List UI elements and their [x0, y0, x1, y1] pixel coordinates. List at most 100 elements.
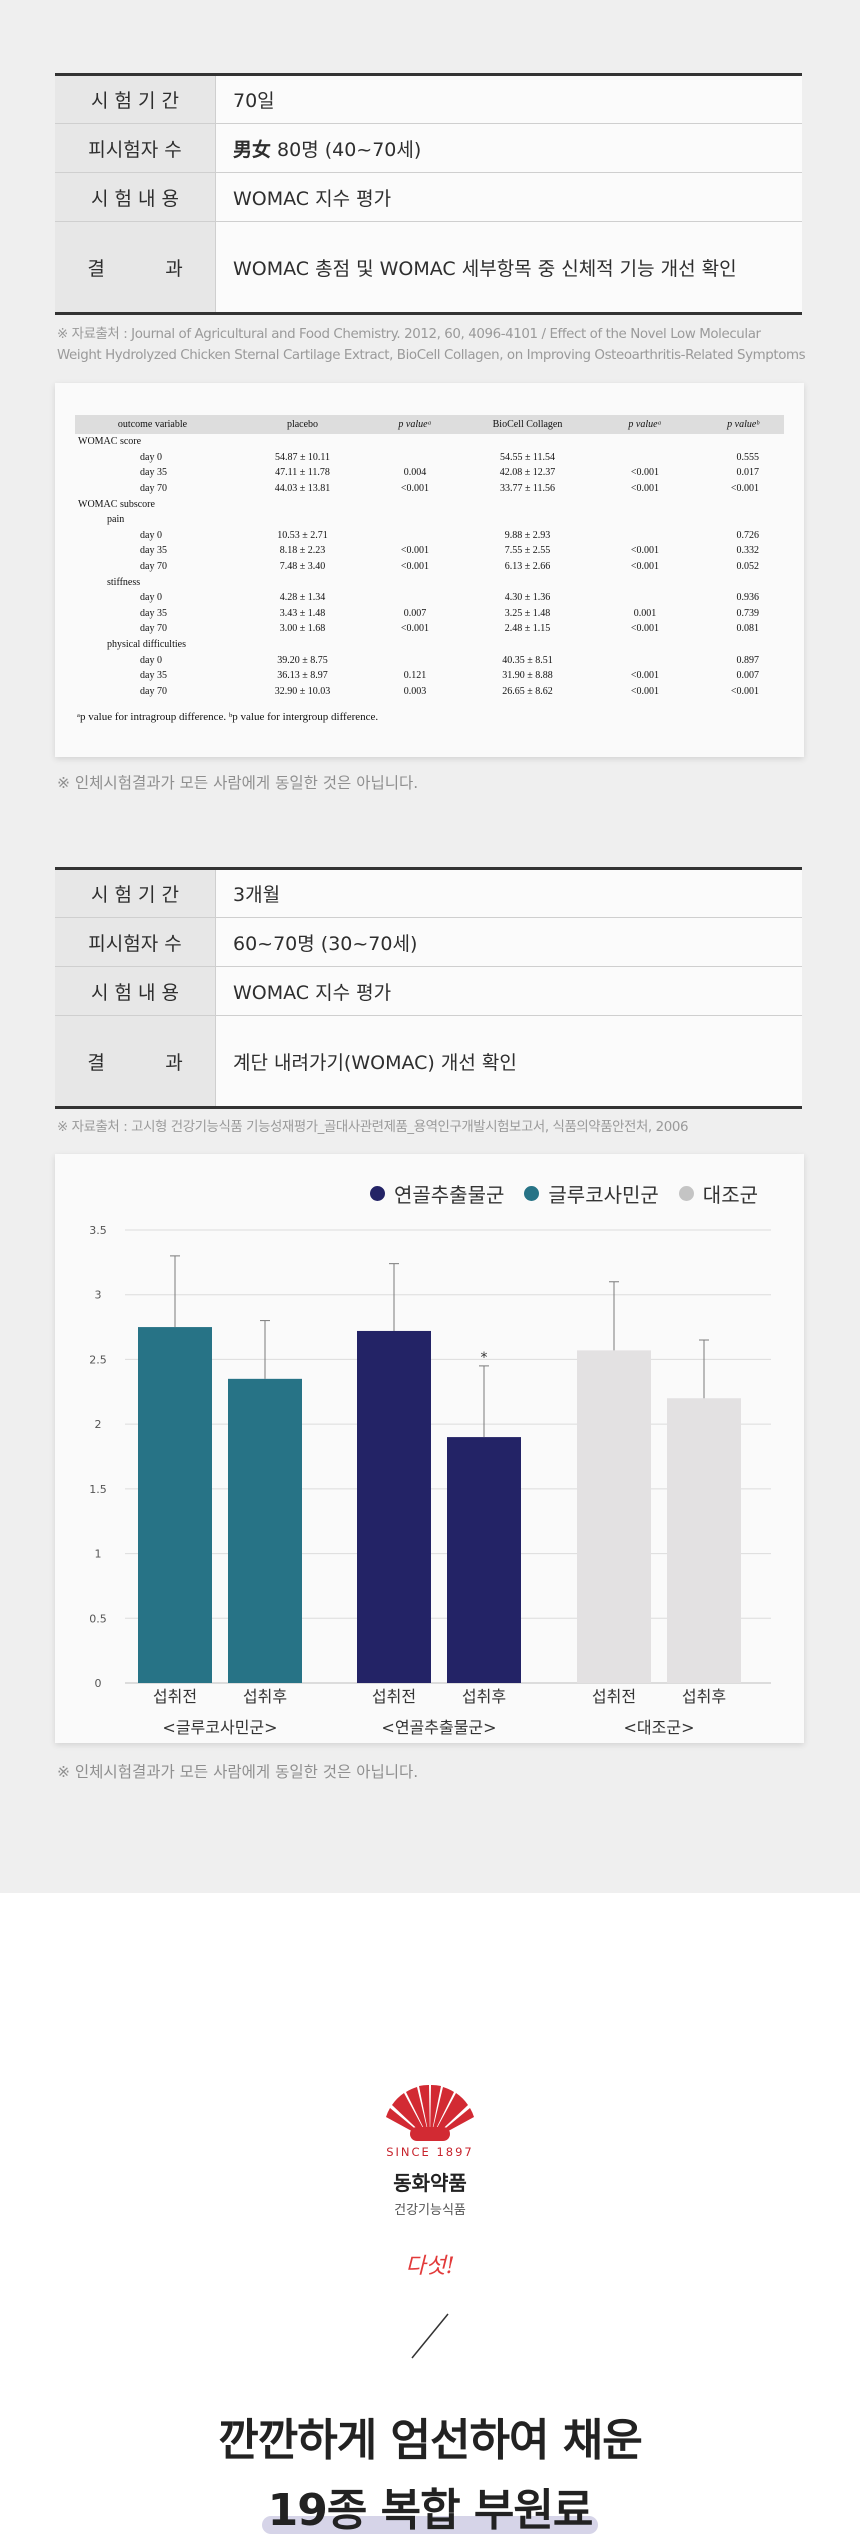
stat-cell-placebo: 10.53 ± 2.71	[277, 529, 328, 541]
stat-cell-placebo: 8.18 ± 2.23	[279, 545, 326, 557]
trial1-disclaimer: ※ 인체시험결과가 모든 사람에게 동일한 것은 아닙니다.	[57, 774, 419, 792]
trial2-row-subjects: 피시험자 수 60~70명 (30~70세)	[55, 918, 802, 967]
stat-cell-p2	[600, 590, 690, 606]
y-tick-label: 0	[95, 1677, 102, 1690]
stat-cell-p2	[600, 512, 690, 528]
stat-cell-p1: 0.121	[403, 670, 427, 682]
stat-cell-var: day 35	[140, 467, 167, 479]
stat-cell-p1	[375, 434, 455, 450]
stat-cell-p2	[600, 574, 690, 590]
row-label: 시 험 내 용	[55, 967, 216, 1015]
stat-cell-var: day 35	[140, 545, 167, 557]
stat-cell-placebo: 32.90 ± 10.03	[274, 685, 331, 697]
stat-cell-placebo: 36.13 ± 8.97	[277, 670, 328, 682]
brand-area: SINCE 1897 동화약품 건강기능식품 다섯! 깐깐하게 엄선하여 채운 …	[0, 2083, 860, 2538]
stat-cell-placebo: 3.43 ± 1.48	[279, 607, 326, 619]
stat-cell-bc: 4.30 ± 1.36	[504, 592, 551, 604]
stat-cell-var: WOMAC subscore	[78, 498, 155, 510]
stat-cell-bc	[455, 434, 600, 450]
stat-cell-p1: <0.001	[400, 561, 430, 573]
trial2-info-table: 시 험 기 간 3개월 피시험자 수 60~70명 (30~70세) 시 험 내…	[55, 867, 802, 1109]
since-text: SINCE 1897	[386, 2145, 474, 2159]
row-value: 계단 내려가기(WOMAC) 개선 확인	[233, 1051, 517, 1074]
stat-cell-var: WOMAC score	[78, 436, 142, 448]
stat-cell-var: day 70	[140, 623, 167, 635]
stat-row: WOMAC score	[75, 434, 784, 450]
row-value: WOMAC 지수 평가	[233, 187, 392, 210]
stat-cell-bc: 40.35 ± 8.51	[502, 654, 553, 666]
stat-cell-p1	[375, 512, 455, 528]
chart-legend: 연골추출물군 글루코사민군 대조군	[55, 1154, 804, 1208]
stat-row: day 70 3.00 ± 1.68 <0.001 2.48 ± 1.15 <0.001…	[75, 621, 784, 637]
trial1-source: ※ 자료출처 : Journal of Agricultural and Foo…	[57, 324, 817, 366]
subjects-gender: 男女	[233, 138, 272, 161]
stat-cell-bc: 2.48 ± 1.15	[504, 623, 551, 635]
y-tick-label: 1.5	[89, 1483, 107, 1496]
stat-row: stiffness	[75, 574, 784, 590]
stat-cell-var: physical difficulties	[107, 639, 186, 651]
stat-cell-bc: 54.55 ± 11.54	[499, 451, 556, 463]
stat-cell-p3	[690, 434, 784, 450]
y-tick-label: 1	[95, 1548, 102, 1561]
stat-cell-placebo: 3.00 ± 1.68	[279, 623, 326, 635]
row-value: 70일	[233, 90, 275, 112]
row-label: 시 험 기 간	[55, 76, 216, 123]
stat-cell-p2: <0.001	[630, 483, 660, 495]
stat-cell-p1: <0.001	[400, 545, 430, 557]
stat-cell-bc: 9.88 ± 2.93	[504, 529, 551, 541]
stat-cell-bc: 3.25 ± 1.48	[504, 607, 551, 619]
stat-cell-p3: 0.726	[736, 529, 760, 541]
row-label: 결 과	[55, 1016, 216, 1106]
legend-item: 글루코사민군	[524, 1179, 659, 1208]
row-value: 60~70명 (30~70세)	[233, 932, 418, 955]
stat-cell-p1	[375, 450, 455, 466]
stat-row: day 70 7.48 ± 3.40 <0.001 6.13 ± 2.66 <0.001…	[75, 559, 784, 575]
bar	[447, 1437, 521, 1683]
bar	[138, 1327, 212, 1683]
stat-cell-p3: <0.001	[730, 685, 759, 697]
stat-cell-p3: 0.555	[736, 451, 760, 463]
row-value: WOMAC 총점 및 WOMAC 세부항목 중 신체적 기능 개선 확인	[233, 257, 737, 280]
stat-cell-bc: 26.65 ± 8.62	[502, 685, 553, 697]
stat-cell-p3: 0.052	[736, 561, 760, 573]
stat-cell-p1: 0.007	[403, 607, 427, 619]
group-label: <연골추출물군>	[381, 1718, 496, 1737]
x-tick-label: 섭취후	[462, 1687, 506, 1706]
stat-cell-var: pain	[107, 514, 125, 526]
stat-cell-p3: <0.001	[730, 483, 759, 495]
stat-cell-var: day 35	[140, 607, 167, 619]
brand-subtitle: 건강기능식품	[394, 2203, 466, 2218]
stat-cell-p1: <0.001	[400, 623, 430, 635]
col-header: BioCell Collagen	[455, 415, 600, 434]
subjects-count: 80명 (40~70세)	[277, 138, 422, 161]
stat-cell-p3: 0.017	[736, 467, 760, 479]
col-header: placebo	[230, 415, 375, 434]
stat-cell-p1: 0.003	[403, 685, 427, 697]
col-header: p valueᵃ	[600, 415, 690, 434]
y-tick-label: 2.5	[89, 1353, 107, 1366]
stat-cell-bc: 7.55 ± 2.55	[504, 545, 551, 557]
stat-cell-bc: 33.77 ± 11.56	[499, 483, 556, 495]
trial1-row-subjects: 피시험자 수 男女 80명 (40~70세)	[55, 124, 802, 173]
section-number: 다섯!	[405, 2254, 455, 2279]
stat-cell-p1	[375, 528, 455, 544]
row-label: 시 험 내 용	[55, 173, 216, 221]
y-tick-label: 2	[95, 1418, 102, 1431]
stat-cell-placebo	[230, 574, 375, 590]
row-label: 시 험 기 간	[55, 870, 216, 917]
stat-cell-p3	[690, 496, 784, 512]
stat-cell-placebo	[230, 512, 375, 528]
stat-cell-p1: 0.004	[403, 467, 427, 479]
stat-cell-var: day 70	[140, 561, 167, 573]
stat-row: day 0 54.87 ± 10.11 54.55 ± 11.54 0.555	[75, 450, 784, 466]
stat-cell-p3: 0.897	[736, 654, 760, 666]
stat-cell-p2	[600, 637, 690, 653]
stat-cell-p2	[600, 528, 690, 544]
stat-cell-p2	[600, 450, 690, 466]
stat-cell-p1	[375, 496, 455, 512]
row-value: 3개월	[233, 884, 281, 906]
stat-cell-var: day 0	[140, 451, 162, 463]
stat-cell-placebo: 39.20 ± 8.75	[277, 654, 328, 666]
stat-row: day 35 47.11 ± 11.78 0.004 42.08 ± 12.37 <0.…	[75, 465, 784, 481]
